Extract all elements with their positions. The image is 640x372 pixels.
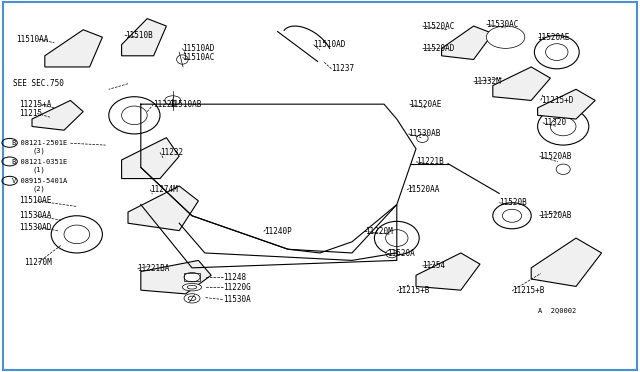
Polygon shape: [493, 67, 550, 100]
Text: A  2Q0002: A 2Q0002: [538, 308, 576, 314]
Text: 11270M: 11270M: [24, 258, 52, 267]
Ellipse shape: [177, 55, 188, 64]
Text: 11220M: 11220M: [365, 227, 392, 236]
Text: (1): (1): [32, 167, 45, 173]
Text: 11530A: 11530A: [223, 295, 250, 304]
Ellipse shape: [486, 26, 525, 48]
Text: 11510AD: 11510AD: [314, 40, 346, 49]
Ellipse shape: [493, 203, 531, 229]
Text: 11220G: 11220G: [223, 283, 250, 292]
Text: 11215+B: 11215+B: [397, 286, 429, 295]
Ellipse shape: [550, 117, 576, 136]
Text: (2): (2): [32, 186, 45, 192]
Polygon shape: [531, 238, 602, 286]
Text: V 08915-5401A: V 08915-5401A: [12, 178, 67, 184]
Text: 11510AD: 11510AD: [182, 44, 215, 53]
Ellipse shape: [51, 216, 102, 253]
Text: 11520AC: 11520AC: [422, 22, 455, 31]
Ellipse shape: [502, 209, 522, 222]
Text: 11220: 11220: [154, 100, 177, 109]
Text: 11520AA: 11520AA: [407, 185, 440, 194]
Text: 11520AD: 11520AD: [422, 44, 455, 53]
Text: 11510B: 11510B: [125, 31, 152, 40]
Polygon shape: [128, 186, 198, 231]
Text: 11221B: 11221B: [416, 157, 444, 166]
Text: 11248: 11248: [223, 273, 246, 282]
Ellipse shape: [417, 134, 428, 142]
Polygon shape: [122, 138, 179, 179]
Polygon shape: [416, 253, 480, 290]
Polygon shape: [122, 19, 166, 56]
Text: 11510AA: 11510AA: [16, 35, 49, 44]
Text: 11530AA: 11530AA: [19, 211, 52, 220]
Ellipse shape: [545, 44, 568, 61]
Polygon shape: [442, 26, 493, 60]
Text: 11215: 11215: [19, 109, 42, 118]
Text: 11215+A: 11215+A: [19, 100, 52, 109]
Text: 11530AD: 11530AD: [19, 223, 52, 232]
Ellipse shape: [184, 272, 200, 282]
Text: 11520A: 11520A: [387, 249, 415, 258]
Text: 11320: 11320: [543, 118, 566, 127]
Ellipse shape: [165, 96, 181, 105]
Text: 11332M: 11332M: [474, 77, 501, 86]
Polygon shape: [45, 30, 102, 67]
Text: B 08121-0351E: B 08121-0351E: [12, 159, 67, 165]
Text: 11530AC: 11530AC: [486, 20, 519, 29]
Text: 11510AB: 11510AB: [170, 100, 202, 109]
Ellipse shape: [385, 230, 408, 247]
Text: 11215+D: 11215+D: [541, 96, 573, 105]
Text: 11237: 11237: [332, 64, 355, 73]
Text: B 08121-2501E: B 08121-2501E: [12, 140, 67, 146]
Polygon shape: [141, 260, 211, 294]
Ellipse shape: [64, 225, 90, 244]
Ellipse shape: [188, 296, 196, 301]
Bar: [184, 273, 200, 281]
Ellipse shape: [538, 108, 589, 145]
Ellipse shape: [374, 221, 419, 255]
Text: 11232: 11232: [160, 148, 183, 157]
Text: 11520AE: 11520AE: [410, 100, 442, 109]
Ellipse shape: [182, 283, 202, 291]
Ellipse shape: [187, 285, 197, 289]
Ellipse shape: [386, 250, 397, 258]
Text: 11274M: 11274M: [150, 185, 178, 194]
Text: 11520AE: 11520AE: [538, 33, 570, 42]
Ellipse shape: [534, 35, 579, 69]
Text: 11240P: 11240P: [264, 227, 291, 236]
Text: 11510AC: 11510AC: [182, 53, 215, 62]
Text: 11215+B: 11215+B: [512, 286, 545, 295]
Text: (3): (3): [32, 147, 45, 154]
Ellipse shape: [122, 106, 147, 125]
Text: SEE SEC.750: SEE SEC.750: [13, 79, 63, 88]
Text: 11530AB: 11530AB: [408, 129, 441, 138]
Polygon shape: [538, 89, 595, 119]
Ellipse shape: [109, 97, 160, 134]
Ellipse shape: [184, 294, 200, 303]
Ellipse shape: [556, 164, 570, 174]
Text: 11520AB: 11520AB: [540, 211, 572, 220]
Text: 11520AB: 11520AB: [540, 152, 572, 161]
Polygon shape: [32, 100, 83, 130]
Text: 11510AE: 11510AE: [19, 196, 52, 205]
Text: 11221BA: 11221BA: [138, 264, 170, 273]
Text: 11254: 11254: [422, 262, 445, 270]
Text: 11520B: 11520B: [499, 198, 527, 207]
